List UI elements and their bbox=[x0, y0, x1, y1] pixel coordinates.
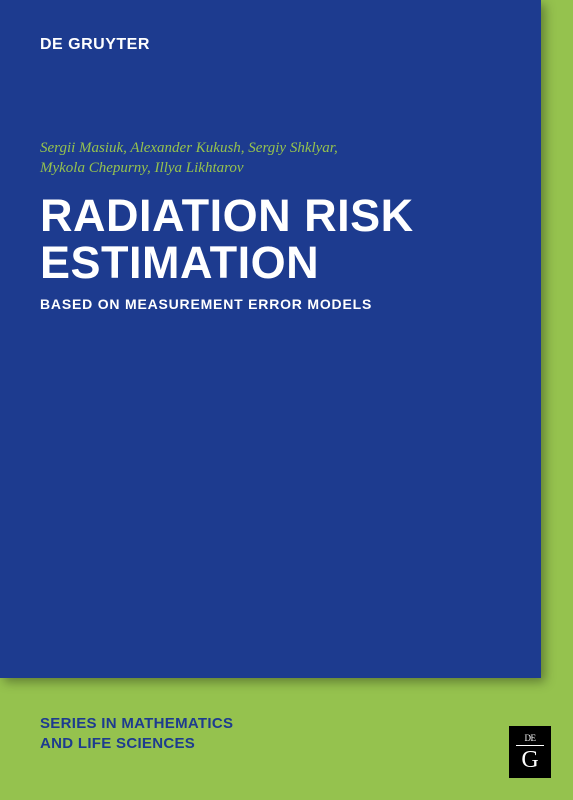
series-label: SERIES IN MATHEMATICS AND LIFE SCIENCES bbox=[40, 714, 233, 753]
series-line-1: SERIES IN MATHEMATICS bbox=[40, 715, 233, 732]
publisher-logo: DE G bbox=[509, 726, 551, 778]
main-blue-panel: DE GRUYTER Sergii Masiuk, Alexander Kuku… bbox=[0, 0, 541, 678]
series-line-2: AND LIFE SCIENCES bbox=[40, 735, 195, 752]
authors-line-1: Sergii Masiuk, Alexander Kukush, Sergiy … bbox=[40, 140, 338, 156]
logo-bottom-text: G bbox=[521, 748, 538, 772]
title-line-1: RADIATION RISK bbox=[40, 190, 414, 241]
book-subtitle: BASED ON MEASUREMENT ERROR MODELS bbox=[40, 296, 372, 312]
publisher-name: DE GRUYTER bbox=[40, 36, 150, 54]
title-line-2: ESTIMATION bbox=[40, 237, 319, 288]
logo-top-text: DE bbox=[525, 733, 536, 743]
book-title: RADIATION RISK ESTIMATION bbox=[40, 192, 414, 287]
authors-line-2: Mykola Chepurny, Illya Likhtarov bbox=[40, 160, 244, 176]
logo-divider bbox=[516, 745, 544, 746]
authors-block: Sergii Masiuk, Alexander Kukush, Sergiy … bbox=[40, 138, 338, 179]
